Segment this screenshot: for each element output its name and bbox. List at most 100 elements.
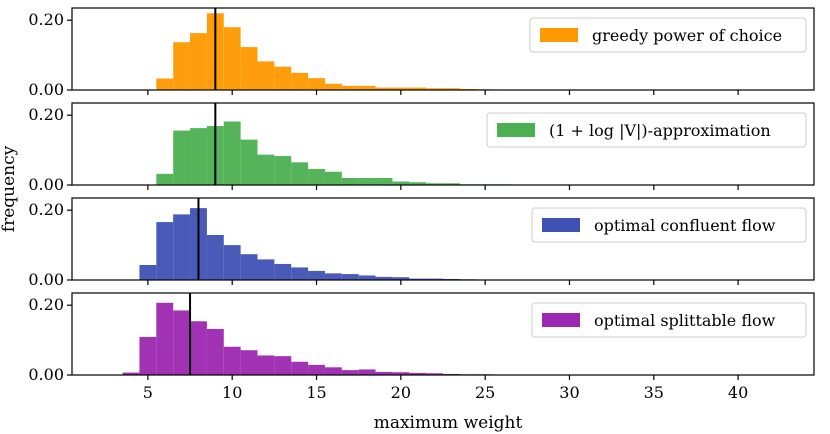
histogram-bar	[443, 88, 460, 90]
x-tick-label: 5	[143, 383, 153, 402]
histogram-bar	[190, 321, 207, 375]
histogram-bar	[426, 373, 443, 375]
histogram-bar	[139, 336, 157, 375]
histogram-bar	[375, 178, 393, 185]
histogram-bar	[392, 181, 410, 185]
y-tick-label: 0.20	[28, 10, 64, 29]
histogram-bar	[274, 356, 292, 375]
histogram-bar	[240, 47, 258, 90]
histogram-bar	[324, 273, 342, 280]
legend-label: greedy power of choice	[592, 26, 782, 45]
histogram-bar	[291, 72, 309, 90]
y-tick-label: 0.00	[28, 80, 64, 99]
legend: optimal splittable flow	[531, 302, 807, 338]
panel-frame	[71, 292, 815, 376]
panel-frame	[71, 102, 815, 186]
legend-box	[486, 112, 807, 148]
histogram-bar	[409, 182, 427, 185]
legend-swatch	[542, 218, 580, 232]
histogram-bar	[190, 33, 207, 90]
y-axis-title: frequency	[0, 145, 19, 232]
histogram-bar	[223, 346, 241, 375]
histogram-bar	[190, 128, 207, 185]
histogram-bar	[443, 183, 460, 185]
legend: optimal confluent flow	[531, 207, 807, 243]
legend-label: (1 + log |V|)-approximation	[549, 121, 771, 140]
x-tick-label: 35	[644, 383, 664, 402]
y-tick-label: 0.20	[28, 200, 64, 219]
y-tick-label: 0.20	[28, 295, 64, 314]
histogram-bar	[257, 61, 275, 90]
panel-frame	[71, 197, 815, 281]
histogram-bar	[358, 178, 376, 185]
histogram-panel: 0.00 0.20 (1 + log |V|)-approximation	[28, 102, 815, 194]
histogram-bar	[358, 275, 376, 280]
legend: (1 + log |V|)-approximation	[486, 112, 807, 148]
histogram-bar	[173, 42, 191, 90]
histogram-bar	[291, 162, 309, 185]
legend-box	[531, 302, 807, 338]
histogram-bar	[139, 265, 157, 280]
histogram-bar	[426, 183, 443, 185]
histogram-bar	[206, 328, 224, 375]
x-tick-label: 30	[559, 383, 579, 402]
legend-label: optimal splittable flow	[594, 311, 776, 330]
histogram-bar	[341, 370, 359, 375]
histogram-bar	[426, 278, 443, 280]
histogram-bar	[426, 88, 443, 90]
histogram-bar	[392, 87, 410, 90]
histogram-bar	[308, 78, 325, 90]
legend-swatch	[542, 313, 580, 327]
histogram-bar	[308, 168, 325, 185]
histogram-panel: 0.00 0.20 optimal confluent flow	[28, 197, 815, 289]
histogram-bar	[409, 278, 427, 280]
histogram-bar	[274, 156, 292, 185]
x-tick-label: 20	[391, 383, 411, 402]
y-tick-label: 0.00	[28, 270, 64, 289]
histogram-bar	[308, 270, 325, 280]
histogram-bar	[156, 222, 174, 280]
histogram-bar	[240, 139, 258, 185]
histogram-bar	[375, 276, 393, 280]
histogram-bar	[341, 274, 359, 280]
histogram-bar	[341, 85, 359, 90]
x-tick-label: 15	[306, 383, 326, 402]
x-tick-label: 10	[222, 383, 242, 402]
histogram-bar	[274, 263, 292, 280]
histogram-bar	[223, 245, 241, 280]
histogram-bar	[409, 87, 427, 90]
histogram-bar	[358, 85, 376, 90]
histogram-bar	[375, 87, 393, 90]
histogram-bar	[240, 350, 258, 375]
histogram-bar	[324, 83, 342, 90]
panel-frame	[71, 7, 815, 91]
legend-box	[531, 207, 807, 243]
y-tick-label: 0.00	[28, 175, 64, 194]
x-axis-title: maximum weight	[374, 413, 523, 433]
histogram-bar	[375, 371, 393, 375]
histogram-bar	[358, 369, 376, 375]
histogram-bar	[173, 214, 191, 280]
histogram-bar	[324, 367, 342, 375]
histogram-bar	[257, 154, 275, 185]
x-tick-label: 40	[728, 383, 748, 402]
legend-swatch	[540, 28, 578, 42]
histogram-bar	[122, 372, 140, 375]
legend-box	[529, 17, 807, 53]
histogram-bar	[206, 234, 224, 280]
histogram-bar	[291, 267, 309, 280]
histogram-bar	[156, 302, 174, 375]
histogram-bar	[223, 27, 241, 90]
legend-label: optimal confluent flow	[594, 216, 776, 235]
x-tick-label: 25	[475, 383, 495, 402]
histogram-panel: 0.00 0.20 5 10 15 20 25 30 35 40 optimal splittabl…	[28, 292, 815, 402]
y-tick-label: 0.20	[28, 105, 64, 124]
histogram-bar	[223, 121, 241, 185]
histogram-bar	[257, 259, 275, 280]
histogram-panel: 0.00 0.20 greedy power of choice	[28, 7, 815, 99]
histogram-bar	[274, 66, 292, 90]
histogram-bar	[240, 254, 258, 280]
histogram-bar	[392, 277, 410, 280]
histogram-bar	[409, 372, 427, 375]
